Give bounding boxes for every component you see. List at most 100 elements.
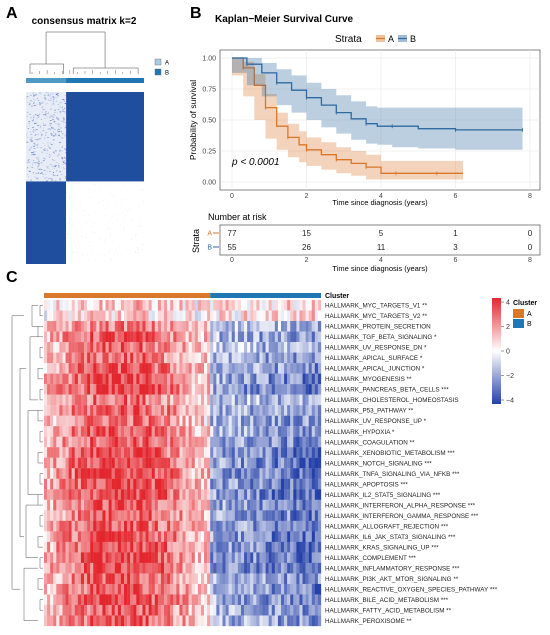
heatmap-cluster-legend-swatch-b <box>513 319 524 328</box>
heatmap-row-label: HALLMARK_BILE_ACID_METABOLISM *** <box>325 597 449 604</box>
km-x-ticks: 0 2 4 6 8 <box>230 193 532 200</box>
risk-table-cell: 0 <box>528 243 533 252</box>
risk-table: A 77 15 5 1 0 B 55 26 11 3 0 0 2 4 6 8 <box>207 224 541 264</box>
risk-table-cell: 1 <box>453 229 458 238</box>
heatmap-cluster-bar-label: Cluster <box>325 293 349 300</box>
heatmap-cluster-legend-title: Cluster <box>513 300 537 307</box>
heatmap-row-label: HALLMARK_UV_RESPONSE_UP * <box>325 418 427 425</box>
heatmap-row <box>44 573 322 585</box>
risk-table-cell: 26 <box>302 243 311 252</box>
heatmap-row-dendrogram <box>11 305 43 621</box>
consensus-cluster-bar <box>26 78 144 83</box>
km-x-tick-label: 8 <box>528 193 532 200</box>
heatmap-row <box>44 562 322 574</box>
heatmap-row-labels: HALLMARK_MYC_TARGETS_V1 ** HALLMARK_MYC_T… <box>325 303 498 625</box>
consensus-matrix <box>26 78 144 265</box>
heatmap-row-label: HALLMARK_INTERFERON_ALPHA_RESPONSE *** <box>325 502 476 509</box>
risk-table-y-label: Strata <box>191 229 201 253</box>
heatmap-row <box>44 541 322 553</box>
risk-x-tick-label: 8 <box>528 257 532 264</box>
heatmap-cluster-bar-a <box>44 293 211 298</box>
km-pvalue: p < 0.0001 <box>231 157 280 168</box>
heatmap-row <box>44 552 322 564</box>
heatmap-row-label: HALLMARK_IL6_JAK_STAT3_SIGNALING *** <box>325 534 456 541</box>
heatmap-color-bar <box>492 298 501 404</box>
heatmap-row-label: HALLMARK_UV_RESPONSE_DN * <box>325 345 427 352</box>
km-y-tick-label: 1.00 <box>202 56 216 63</box>
risk-row-label-a: A <box>207 231 212 238</box>
heatmap-cluster-legend-label-b: B <box>527 321 532 328</box>
heatmap-row <box>44 594 322 606</box>
heatmap-row <box>44 499 322 511</box>
heatmap-row <box>44 583 322 595</box>
km-y-tick-label: 0.50 <box>202 118 216 125</box>
heatmap-row-label: HALLMARK_NOTCH_SIGNALING *** <box>325 460 432 467</box>
km-x-axis-label: Time since diagnosis (years) <box>332 198 428 207</box>
heatmap-row <box>44 510 322 521</box>
heatmap-row <box>44 405 322 416</box>
heatmap-row-label: HALLMARK_TGF_BETA_SIGNALING * <box>325 334 437 341</box>
consensus-block-tl <box>26 92 67 182</box>
consensus-dendrogram <box>29 31 139 74</box>
heatmap-row <box>44 321 322 332</box>
risk-x-tick-label: 0 <box>230 257 234 264</box>
heatmap-row-label: HALLMARK_FATTY_ACID_METABOLISM ** <box>325 608 452 615</box>
risk-table-cell: 77 <box>228 229 237 238</box>
risk-table-cell: 5 <box>379 229 384 238</box>
heatmap-row-label: HALLMARK_PANCREAS_BETA_CELLS *** <box>325 387 449 394</box>
heatmap-row <box>44 447 322 458</box>
km-y-tick-label: 0.75 <box>202 87 216 94</box>
risk-x-tick-label: 6 <box>454 257 458 264</box>
consensus-legend-label-b: B <box>165 71 169 77</box>
heatmap-row <box>44 331 322 343</box>
heatmap-row <box>44 520 322 532</box>
consensus-title: consensus matrix k=2 <box>32 16 137 27</box>
risk-table-cell: 11 <box>377 243 386 252</box>
km-plot: 0.00 0.25 0.50 0.75 1.00 0 2 4 6 8 <box>202 49 541 200</box>
heatmap-row <box>44 468 322 479</box>
heatmap-row-label: HALLMARK_XENOBIOTIC_METABOLISM *** <box>325 450 455 457</box>
heatmap-row <box>44 310 322 322</box>
heatmap-row <box>44 531 322 543</box>
heatmap-row <box>44 604 322 616</box>
heatmap-row-label: HALLMARK_INTERFERON_GAMMA_RESPONSE *** <box>325 513 479 520</box>
heatmap-cluster-legend: Cluster A B <box>513 300 537 328</box>
risk-table-title: Number at risk <box>208 212 267 222</box>
heatmap-row <box>44 426 322 437</box>
km-x-tick-label: 2 <box>305 193 309 200</box>
panel-label-a: A <box>6 5 18 22</box>
heatmap-row-label: HALLMARK_MYC_TARGETS_V1 ** <box>325 303 428 310</box>
km-curves <box>232 57 523 180</box>
consensus-legend-swatch-a <box>154 58 162 66</box>
heatmap-row <box>44 415 322 427</box>
km-grid <box>220 50 540 190</box>
heatmap-row <box>44 352 322 364</box>
heatmap-row-label: HALLMARK_APICAL_JUNCTION * <box>325 366 425 373</box>
km-y-tick-label: 0.25 <box>202 149 216 156</box>
heatmap-row-label: HALLMARK_KRAS_SIGNALING_UP *** <box>325 544 439 551</box>
heatmap-cluster-legend-label-a: A <box>527 311 532 318</box>
risk-table-cell: 3 <box>453 243 458 252</box>
km-strata-label: Strata <box>335 34 362 45</box>
heatmap-row-label: HALLMARK_COMPLEMENT *** <box>325 555 416 562</box>
panel-label-b: B <box>190 5 202 22</box>
heatmap-cluster-bar <box>44 293 321 298</box>
km-ci-band-a <box>232 58 463 180</box>
km-y-axis-label: Probability of survival <box>188 80 198 160</box>
heatmap-row-label: HALLMARK_REACTIVE_OXYGEN_SPECIES_PATHWAY… <box>325 587 498 594</box>
consensus-legend-label-a: A <box>165 61 169 67</box>
heatmap-row-label: HALLMARK_ALLOGRAFT_REJECTION *** <box>325 523 449 530</box>
heatmap-row-label: HALLMARK_PROTEIN_SECRETION <box>325 324 431 331</box>
heatmap-row-label: HALLMARK_APICAL_SURFACE * <box>325 355 423 362</box>
risk-table-cell: 0 <box>528 229 533 238</box>
km-curve-b <box>232 57 523 131</box>
km-x-tick-label: 0 <box>230 193 234 200</box>
risk-x-tick-label: 4 <box>379 257 383 264</box>
heatmap-row <box>44 436 322 448</box>
heatmap-cluster-legend-swatch-a <box>513 309 524 318</box>
heatmap-cluster-bar-b <box>210 293 321 298</box>
heatmap-row <box>44 457 322 469</box>
heatmap-row-label: HALLMARK_TNFA_SIGNALING_VIA_NFKB *** <box>325 471 460 478</box>
consensus-legend-swatch-b <box>154 68 162 76</box>
